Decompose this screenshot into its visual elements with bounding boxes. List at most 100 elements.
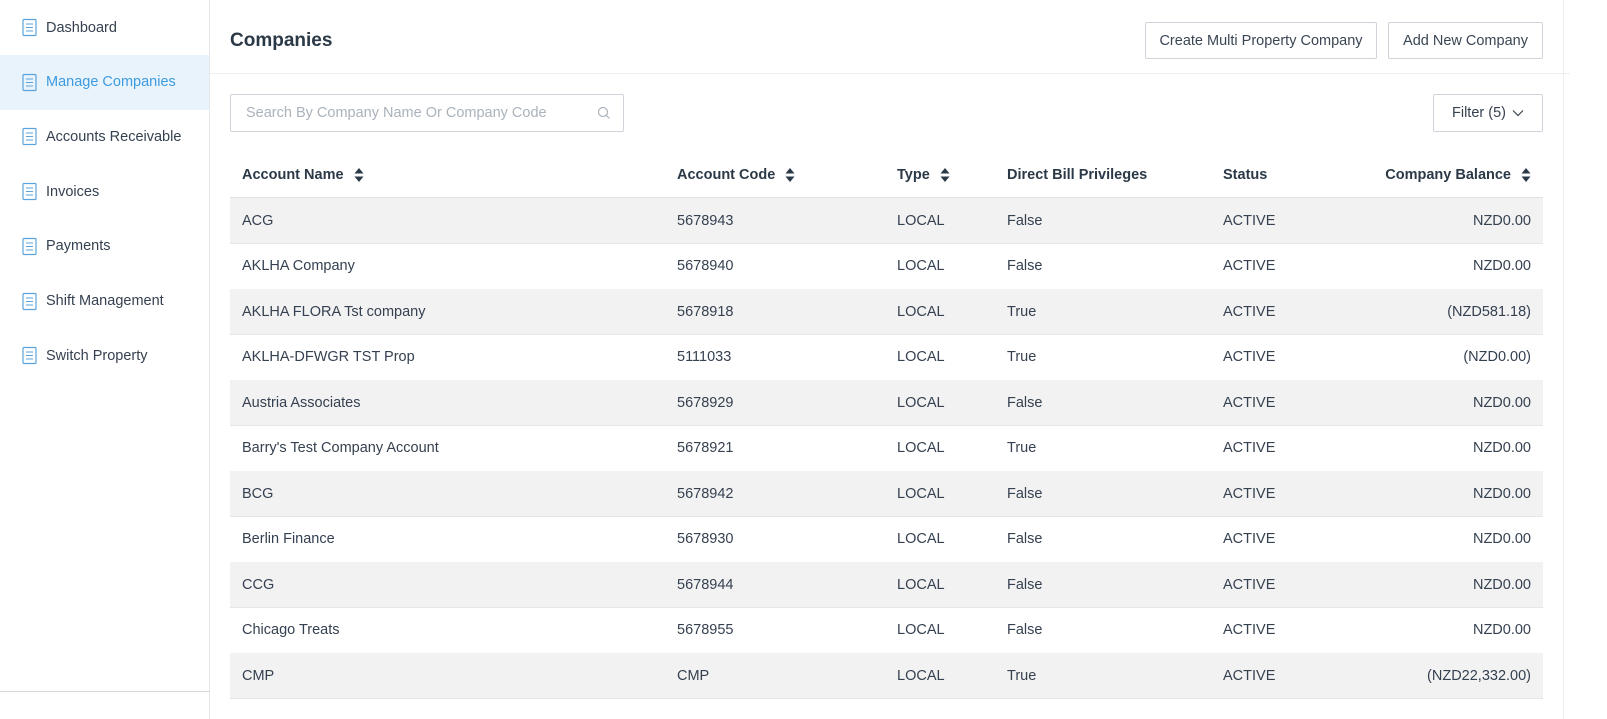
table-cell: ACTIVE: [1223, 576, 1276, 593]
table-cell: LOCAL: [897, 622, 945, 639]
nav-item[interactable]: Payments: [0, 219, 209, 274]
table-row: Austria Associates 5678929 LOCAL False ACTIV…: [230, 380, 1543, 426]
sort-icon: [785, 167, 795, 182]
nav-item[interactable]: Accounts Receivable: [0, 109, 209, 164]
table-cell: NZD0.00: [1472, 212, 1531, 229]
nav-item[interactable]: Manage Companies: [0, 54, 209, 110]
table-cell: LOCAL: [897, 667, 945, 684]
table-cell: ACTIVE: [1223, 667, 1276, 684]
column-label: Company Balance: [1385, 166, 1511, 183]
nav-item[interactable]: Invoices: [0, 164, 209, 219]
sort-icon: [940, 167, 950, 182]
table-row: Berlin Finance 5678930 LOCAL False ACTIVE NZD…: [230, 517, 1543, 563]
row-border: [230, 698, 1543, 699]
table-cell: False: [1007, 394, 1043, 411]
nav-item[interactable]: Shift Management: [0, 274, 209, 329]
table-cell: 5678940: [677, 258, 734, 275]
scrollbar-track: [1563, 0, 1607, 719]
table-row: Chicago Treats 5678955 LOCAL False ACTIVE NZD…: [230, 608, 1543, 654]
nav-item[interactable]: Switch Property: [0, 328, 209, 383]
table-row: CCG 5678944 LOCAL False ACTIVE NZD0.00: [230, 562, 1543, 608]
nav-label: Invoices: [46, 183, 100, 200]
table-cell: True: [1007, 667, 1037, 684]
sort-icon: [354, 167, 364, 182]
table-cell: Chicago Treats: [242, 622, 340, 639]
nav-item[interactable]: Dashboard: [0, 0, 209, 55]
table-cell: 5678943: [677, 212, 734, 229]
table-cell: ACTIVE: [1223, 485, 1276, 502]
table-cell: ACTIVE: [1223, 349, 1276, 366]
table-cell: False: [1007, 485, 1043, 502]
column-label: Status: [1223, 166, 1268, 183]
table-cell: AKLHA Company: [242, 258, 355, 275]
search-icon: [597, 106, 610, 119]
table-cell: ACTIVE: [1223, 303, 1276, 320]
table-cell: CCG: [242, 576, 275, 593]
row-border: [230, 516, 1543, 517]
add-company-button[interactable]: Add New Company: [1388, 22, 1543, 59]
table-cell: True: [1007, 303, 1037, 320]
table-cell: LOCAL: [897, 349, 945, 366]
nav-label: Shift Management: [46, 293, 164, 309]
table-cell: LOCAL: [897, 212, 945, 229]
column-header: Status: [1223, 152, 1267, 197]
filter-button[interactable]: Filter (5): [1433, 94, 1543, 132]
table-cell: (NZD0.00): [1463, 349, 1531, 366]
table-row: CMP CMP LOCAL True ACTIVE (NZD22,332.00): [230, 653, 1543, 699]
filter-label: Filter (5): [1452, 105, 1506, 121]
column-header[interactable]: Type: [897, 152, 950, 197]
table-cell: NZD0.00: [1472, 258, 1531, 275]
header-divider: [210, 73, 1570, 74]
table-cell: 5678921: [677, 440, 734, 457]
column-header[interactable]: Account Name: [242, 152, 364, 197]
table-cell: 5678930: [677, 531, 734, 548]
column-header[interactable]: Account Code: [677, 152, 795, 197]
header-border: [230, 197, 1543, 198]
row-border: [230, 607, 1543, 608]
table-cell: LOCAL: [897, 531, 945, 548]
table-row: Barry's Test Company Account 5678921 LOCAL…: [230, 426, 1543, 472]
table-cell: ACG: [242, 212, 274, 229]
table-cell: LOCAL: [897, 576, 945, 593]
table-cell: 5678929: [677, 394, 734, 411]
table-row: AKLHA FLORA Tst company 5678918 LOCAL True A…: [230, 289, 1543, 335]
table-cell: LOCAL: [897, 440, 945, 457]
table-cell: NZD0.00: [1472, 394, 1531, 411]
table-cell: 5678918: [677, 303, 734, 320]
table-cell: True: [1007, 349, 1037, 366]
table-cell: False: [1007, 258, 1043, 275]
column-header[interactable]: Company Balance: [1385, 152, 1531, 197]
table-cell: Austria Associates: [242, 394, 361, 411]
table-row: ACG 5678943 LOCAL False ACTIVE NZD0.00: [230, 198, 1543, 244]
row-border: [230, 243, 1543, 244]
table-row: BCG 5678942 LOCAL False ACTIVE NZD0.00: [230, 471, 1543, 517]
table-cell: (NZD581.18): [1447, 303, 1531, 320]
table-cell: Berlin Finance: [242, 531, 335, 548]
table-cell: ACTIVE: [1223, 212, 1276, 229]
sidebar: Dashboard Manage Companies Accounts Receiv…: [0, 0, 210, 719]
table-row: AKLHA Company 5678940 LOCAL False ACTIVE NZD0…: [230, 244, 1543, 290]
table-cell: AKLHA FLORA Tst company: [242, 303, 426, 320]
table-cell: False: [1007, 622, 1043, 639]
table-cell: ACTIVE: [1223, 440, 1276, 457]
nav-label: Accounts Receivable: [46, 128, 182, 145]
table-cell: False: [1007, 576, 1043, 593]
table-cell: CMP: [242, 667, 275, 684]
create-multi-button[interactable]: Create Multi Property Company: [1145, 22, 1377, 59]
nav-icon: [22, 182, 37, 201]
nav-label: Switch Property: [46, 347, 148, 364]
table-cell: False: [1007, 531, 1043, 548]
table-cell: NZD0.00: [1472, 576, 1531, 593]
table-cell: ACTIVE: [1223, 531, 1276, 548]
search-box[interactable]: Search By Company Name Or Company Code: [230, 94, 624, 132]
page-title: Companies: [230, 30, 333, 51]
table-cell: (NZD22,332.00): [1427, 667, 1531, 684]
row-border: [230, 425, 1543, 426]
row-border: [230, 334, 1543, 335]
sidebar-footer-line: [0, 691, 210, 692]
table-cell: ACTIVE: [1223, 394, 1276, 411]
nav-icon: [22, 292, 37, 310]
table-cell: 5678942: [677, 485, 734, 502]
table-cell: CMP: [677, 667, 710, 684]
column-label: Account Name: [242, 166, 344, 183]
